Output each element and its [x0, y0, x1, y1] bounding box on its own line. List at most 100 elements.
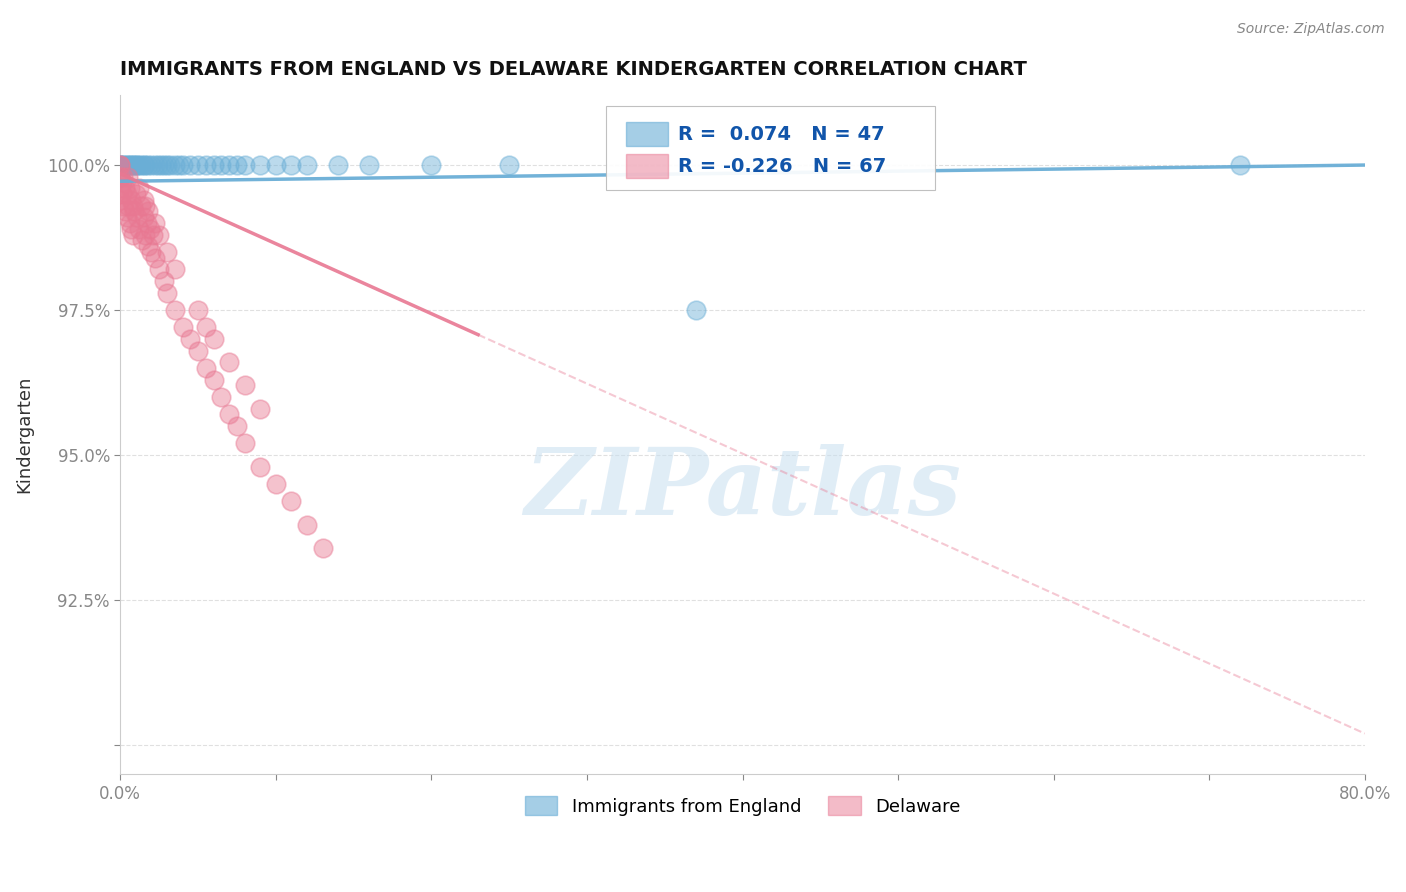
Point: [124, 158, 146, 172]
Point: [134, 158, 156, 172]
Point: [226, 419, 249, 434]
Text: R =  0.074   N = 47: R = 0.074 N = 47: [678, 125, 884, 145]
Point: [111, 187, 134, 202]
Point: [121, 199, 143, 213]
Point: [149, 158, 172, 172]
Point: [218, 408, 240, 422]
Point: [131, 234, 153, 248]
Point: [128, 181, 150, 195]
Text: R = -0.226   N = 67: R = -0.226 N = 67: [678, 157, 886, 177]
Point: [148, 227, 170, 242]
Point: [112, 169, 135, 184]
FancyBboxPatch shape: [626, 153, 668, 178]
Point: [187, 303, 209, 318]
Point: [153, 274, 176, 288]
Point: [280, 494, 302, 508]
Point: [498, 158, 520, 172]
Point: [233, 158, 256, 172]
Point: [110, 193, 132, 207]
Point: [112, 158, 135, 172]
Point: [110, 169, 132, 184]
Point: [143, 216, 166, 230]
Point: [117, 169, 139, 184]
Point: [1229, 158, 1251, 172]
Point: [136, 204, 159, 219]
Point: [110, 158, 132, 172]
Point: [148, 262, 170, 277]
Point: [118, 181, 141, 195]
Point: [114, 181, 136, 195]
Point: [179, 158, 201, 172]
Point: [163, 158, 186, 172]
Point: [115, 158, 138, 172]
Point: [143, 251, 166, 265]
Point: [172, 158, 194, 172]
Point: [179, 332, 201, 346]
Point: [311, 541, 333, 555]
Point: [139, 222, 162, 236]
Point: [202, 373, 225, 387]
Point: [295, 158, 318, 172]
Point: [187, 158, 209, 172]
Legend: Immigrants from England, Delaware: Immigrants from England, Delaware: [517, 789, 967, 822]
Point: [117, 199, 139, 213]
Point: [163, 262, 186, 277]
Point: [124, 204, 146, 219]
Point: [218, 355, 240, 369]
Point: [142, 227, 165, 242]
Point: [249, 158, 271, 172]
Point: [110, 181, 132, 195]
Point: [226, 158, 249, 172]
FancyBboxPatch shape: [606, 105, 935, 191]
Point: [202, 158, 225, 172]
Point: [194, 361, 217, 376]
Point: [280, 158, 302, 172]
Text: IMMIGRANTS FROM ENGLAND VS DELAWARE KINDERGARTEN CORRELATION CHART: IMMIGRANTS FROM ENGLAND VS DELAWARE KIND…: [121, 60, 1028, 78]
Point: [125, 187, 148, 202]
Point: [132, 158, 155, 172]
Point: [136, 158, 159, 172]
Point: [136, 239, 159, 253]
Point: [209, 158, 232, 172]
Point: [202, 332, 225, 346]
Point: [134, 227, 156, 242]
Point: [249, 401, 271, 416]
Point: [120, 222, 142, 236]
Point: [114, 158, 136, 172]
Point: [118, 216, 141, 230]
Point: [249, 459, 271, 474]
Point: [134, 199, 156, 213]
Point: [194, 158, 217, 172]
Point: [127, 158, 149, 172]
Point: [117, 158, 139, 172]
Point: [194, 320, 217, 334]
Text: ZIPatlas: ZIPatlas: [524, 444, 962, 534]
Point: [121, 158, 143, 172]
Point: [169, 158, 191, 172]
Point: [156, 158, 179, 172]
Point: [118, 158, 141, 172]
Point: [163, 303, 186, 318]
Point: [153, 158, 176, 172]
Point: [132, 211, 155, 225]
Point: [111, 158, 134, 172]
Point: [264, 158, 287, 172]
Point: [141, 158, 163, 172]
Point: [685, 303, 707, 318]
FancyBboxPatch shape: [626, 122, 668, 146]
Point: [125, 158, 148, 172]
Point: [264, 477, 287, 491]
Point: [359, 158, 381, 172]
Point: [128, 158, 150, 172]
Point: [209, 390, 232, 404]
Point: [110, 158, 132, 172]
Point: [120, 193, 142, 207]
Point: [121, 227, 143, 242]
Point: [115, 187, 138, 202]
Y-axis label: Kindergarten: Kindergarten: [15, 376, 32, 493]
Point: [156, 245, 179, 260]
Point: [143, 158, 166, 172]
Point: [218, 158, 240, 172]
Point: [129, 158, 152, 172]
Point: [146, 158, 169, 172]
